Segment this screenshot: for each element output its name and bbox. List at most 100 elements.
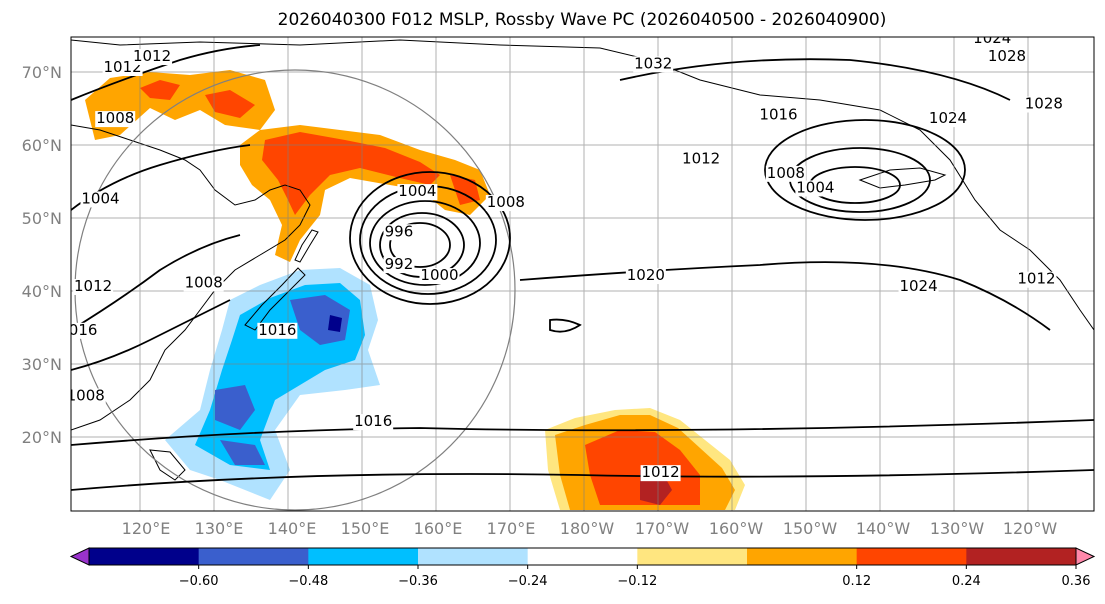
isobar-label: 1020	[627, 266, 665, 284]
isobar-label: 1008	[767, 164, 805, 182]
isobar-label: 1012	[133, 47, 171, 65]
isobar-label: 1004	[398, 182, 436, 200]
isobar-label: 1012	[682, 149, 720, 167]
colorbar-segment	[966, 548, 1077, 565]
isobar-label: 1008	[96, 109, 134, 127]
isobar-label: 1024	[899, 277, 937, 295]
isobar-label-bg	[1023, 96, 1064, 113]
isobar-label: 1012	[642, 463, 680, 481]
isobar-label-bg	[972, 37, 1013, 47]
isobar-label-bg	[928, 111, 969, 128]
coastlines	[71, 39, 1094, 481]
lat-label: 60°N	[22, 136, 62, 155]
isobar-label-bg	[795, 180, 836, 197]
anomaly-region-siberia-core	[140, 80, 255, 118]
isobar-label-bg	[80, 191, 121, 208]
isobar-label: 1008	[487, 193, 525, 211]
isobar-label-bg	[986, 49, 1027, 66]
lat-label: 70°N	[22, 63, 62, 82]
colorbar-tick-label: −0.60	[179, 574, 219, 589]
isobar-label-bg	[95, 111, 136, 128]
colorbar-segment	[198, 548, 309, 565]
isobar-label: 1016	[759, 105, 797, 123]
isobar-label-bg	[765, 165, 806, 182]
isobar-label-bg	[625, 268, 666, 285]
colorbar-segment	[418, 548, 529, 565]
isobar-label: 1008	[185, 273, 223, 291]
lon-label: 120°W	[1003, 519, 1058, 538]
colorbar-segment	[308, 548, 419, 565]
isobar-label-bg	[640, 465, 681, 482]
lon-label: 160°W	[709, 519, 764, 538]
isobar-label-bg	[758, 107, 799, 124]
isobar-label: 1016	[258, 321, 296, 339]
colorbar-segment	[527, 548, 638, 565]
isobar-label-bg	[132, 49, 173, 66]
isobar-label-bg	[419, 268, 460, 285]
isobar-label: 1004	[81, 189, 119, 207]
lat-label: 40°N	[22, 282, 62, 301]
lon-label: 180°W	[560, 519, 615, 538]
isobar-label: 1000	[420, 266, 458, 284]
colorbar-segment	[637, 548, 748, 565]
colorbar-tick-label: −0.48	[288, 574, 328, 589]
isobar-label-bg	[383, 257, 415, 274]
anomaly-region-okhotsk-core	[262, 132, 480, 215]
lon-label: 130°W	[930, 519, 985, 538]
lon-label: 150°W	[783, 519, 838, 538]
colorbar-segment	[856, 548, 967, 565]
isobar-label-bg	[397, 184, 438, 201]
isobar-label-bg	[633, 56, 674, 73]
anomaly-shading	[85, 70, 745, 510]
isobar-label: 996	[385, 222, 414, 240]
colorbar-segment	[747, 548, 858, 565]
graticule	[71, 37, 1094, 511]
isobar-label: 1012	[74, 277, 112, 295]
isobar-label-bg	[73, 279, 114, 295]
longitude-axis: 120°E 130°E 140°E 150°E 160°E 170°E 180°…	[122, 519, 1058, 538]
lon-label: 170°E	[487, 519, 536, 538]
isobar-label-bg	[1016, 271, 1057, 288]
isobar-label-bg	[71, 388, 106, 405]
anomaly-region-japan-east-max	[328, 315, 342, 332]
colorbar-tick-label: −0.36	[398, 574, 438, 589]
isobar-label-bg	[353, 414, 394, 431]
isobar-label: 1032	[634, 54, 672, 72]
lon-label: 150°E	[341, 519, 390, 538]
lon-label: 140°E	[268, 519, 317, 538]
isobar-label-bg	[71, 322, 99, 339]
isobar-label: 1008	[67, 387, 105, 405]
lon-label: 120°E	[122, 519, 171, 538]
isobar-label-bg	[681, 151, 722, 168]
colorbar-segment	[89, 548, 200, 565]
isobar-label: 1028	[1025, 95, 1063, 113]
isobar-label: 1012	[1017, 270, 1055, 288]
colorbar: −0.60−0.48−0.36−0.24−0.120.120.240.360.4…	[69, 547, 1096, 589]
isobar-label: 1024	[973, 29, 1011, 47]
lon-label: 160°E	[414, 519, 463, 538]
isobar-label: 1028	[988, 47, 1026, 65]
isobar-label: 1016	[354, 412, 392, 430]
colorbar-tick-label: −0.24	[508, 574, 548, 589]
colorbar-tick-label: −0.12	[617, 574, 657, 589]
colorbar-frame	[88, 547, 1077, 566]
latitude-axis: 70°N 60°N 50°N 40°N 30°N 20°N	[22, 63, 62, 447]
isobar-label-bg	[383, 224, 415, 241]
colorbar-extend-max	[1075, 547, 1096, 566]
colorbar-tick-label: 0.36	[1062, 574, 1091, 589]
lon-label: 140°W	[856, 519, 911, 538]
isobar-label-bg	[257, 322, 298, 339]
colorbar-extend-min	[69, 547, 90, 566]
isobar-label-bg	[898, 279, 939, 295]
lon-label: 130°E	[195, 519, 244, 538]
lat-label: 20°N	[22, 428, 62, 447]
figure-title: 2026040300 F012 MSLP, Rossby Wave PC (20…	[278, 10, 887, 30]
isobar-label: 1004	[796, 178, 834, 196]
isobar-label-bg	[183, 275, 224, 292]
lon-label: 170°W	[635, 519, 690, 538]
isobar-label: 1016	[59, 321, 97, 339]
lat-label: 30°N	[22, 355, 62, 374]
colorbar-tick-label: 0.12	[842, 574, 871, 589]
